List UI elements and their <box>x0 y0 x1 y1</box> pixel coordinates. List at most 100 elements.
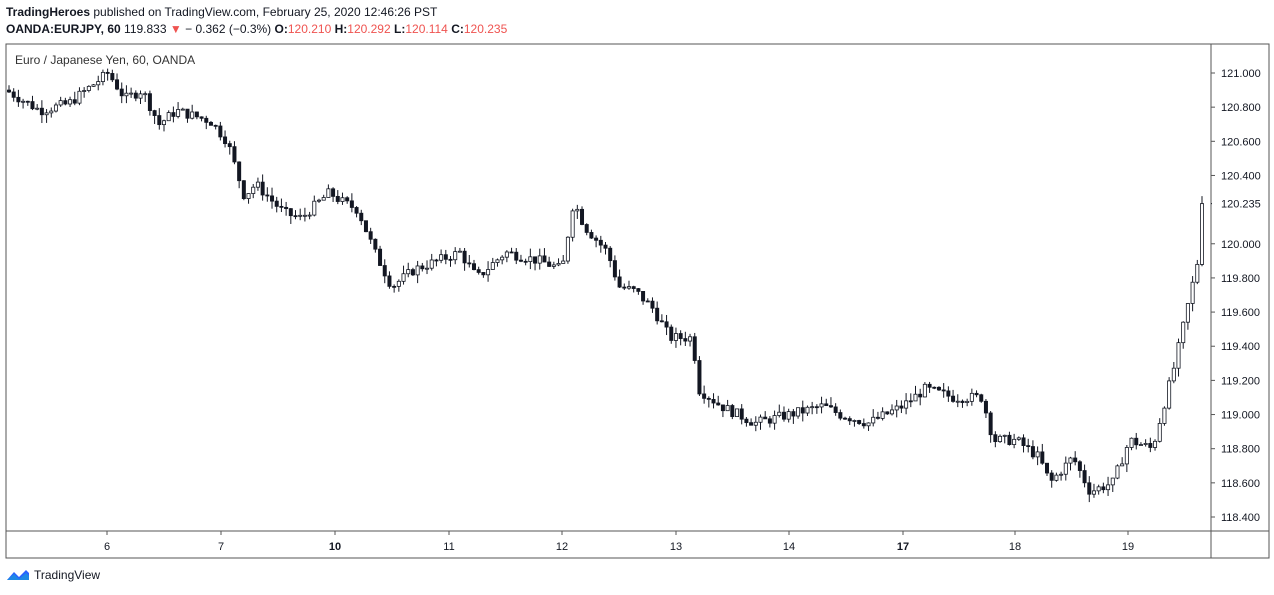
x-tick-label: 17 <box>897 541 909 553</box>
candle <box>1026 438 1031 453</box>
ticker-label: OANDA:EURJPY, 60 <box>6 22 121 36</box>
candle <box>1134 432 1139 450</box>
candle <box>725 399 730 412</box>
candle <box>1101 482 1106 494</box>
candle <box>753 416 758 432</box>
candle <box>824 398 829 407</box>
candle <box>1045 462 1050 476</box>
candle <box>1110 477 1115 492</box>
candle <box>861 418 866 429</box>
candle <box>998 434 1003 443</box>
candle <box>176 102 181 119</box>
candle <box>44 109 49 123</box>
open-label: O: <box>274 22 288 36</box>
candle <box>645 298 650 303</box>
candle <box>495 258 500 267</box>
candle <box>133 90 138 102</box>
published-text: published on TradingView.com, February 2… <box>93 5 438 19</box>
candle <box>894 399 899 418</box>
candle <box>72 91 77 106</box>
candle <box>711 393 716 409</box>
candle <box>218 121 223 141</box>
candle <box>777 404 782 418</box>
candle <box>922 382 927 398</box>
candle <box>1016 436 1021 441</box>
y-tick-label: 118.800 <box>1221 444 1260 456</box>
candle <box>936 386 941 391</box>
publisher-name[interactable]: TradingHeroes <box>6 5 91 19</box>
candle <box>39 100 44 124</box>
x-tick-label: 12 <box>556 541 568 553</box>
candle <box>796 407 801 419</box>
candle <box>612 255 617 281</box>
brand-name[interactable]: TradingView <box>34 568 101 582</box>
candle <box>1148 437 1153 453</box>
candle <box>1012 433 1017 449</box>
candle <box>420 262 425 272</box>
candle <box>622 283 627 291</box>
x-tick-label: 7 <box>218 541 224 553</box>
candle <box>763 411 768 420</box>
candle <box>359 209 364 226</box>
candle <box>194 111 199 120</box>
candle <box>401 265 406 285</box>
candle <box>415 260 420 284</box>
candle <box>1035 446 1040 466</box>
candle <box>702 385 707 404</box>
candle <box>833 403 838 416</box>
candle <box>378 245 383 266</box>
candle <box>720 404 725 418</box>
candle <box>439 249 444 264</box>
candle <box>373 238 378 253</box>
candle <box>1181 321 1186 349</box>
candle <box>143 91 148 103</box>
y-tick-label: 120.600 <box>1221 136 1261 148</box>
candle <box>180 107 185 111</box>
candle <box>744 416 749 427</box>
y-tick-label: 119.000 <box>1221 410 1260 422</box>
candle <box>241 180 246 201</box>
candle <box>100 69 105 86</box>
candle <box>899 400 904 414</box>
candle <box>636 288 641 295</box>
x-tick-label: 19 <box>1122 541 1134 553</box>
low-label: L: <box>394 22 406 36</box>
candles <box>7 68 1205 503</box>
price-axis[interactable]: 121.000 120.800 120.600 120.400 120.000 119.8… <box>1211 68 1261 524</box>
candle <box>946 386 951 402</box>
candle <box>1021 434 1026 453</box>
candle <box>932 386 937 390</box>
candle <box>1153 439 1158 451</box>
candle <box>21 98 26 109</box>
candle <box>387 271 392 289</box>
candle <box>86 85 91 93</box>
candle <box>1124 444 1129 473</box>
candle <box>575 204 580 219</box>
candle <box>481 272 486 278</box>
candle <box>739 404 744 425</box>
candle <box>669 324 674 344</box>
candle <box>1200 196 1205 267</box>
y-tick-label: 121.000 <box>1221 68 1261 80</box>
candle <box>857 419 862 425</box>
candle <box>457 247 462 253</box>
candle <box>983 399 988 419</box>
candle <box>345 196 350 204</box>
time-axis[interactable]: 6 7 10 11 12 13 14 17 18 19 <box>104 531 1134 553</box>
candle <box>91 84 96 87</box>
candle <box>749 418 754 426</box>
candle <box>410 267 415 277</box>
candle <box>293 210 298 220</box>
candle <box>1030 440 1035 460</box>
candle <box>913 385 918 402</box>
candle <box>523 258 528 266</box>
candle <box>171 106 176 123</box>
candle <box>392 284 397 293</box>
plot-frame <box>5 43 1270 559</box>
candle <box>631 285 636 293</box>
candle <box>307 211 312 220</box>
candle <box>1195 259 1200 285</box>
candle <box>49 107 54 118</box>
candle <box>589 229 594 239</box>
